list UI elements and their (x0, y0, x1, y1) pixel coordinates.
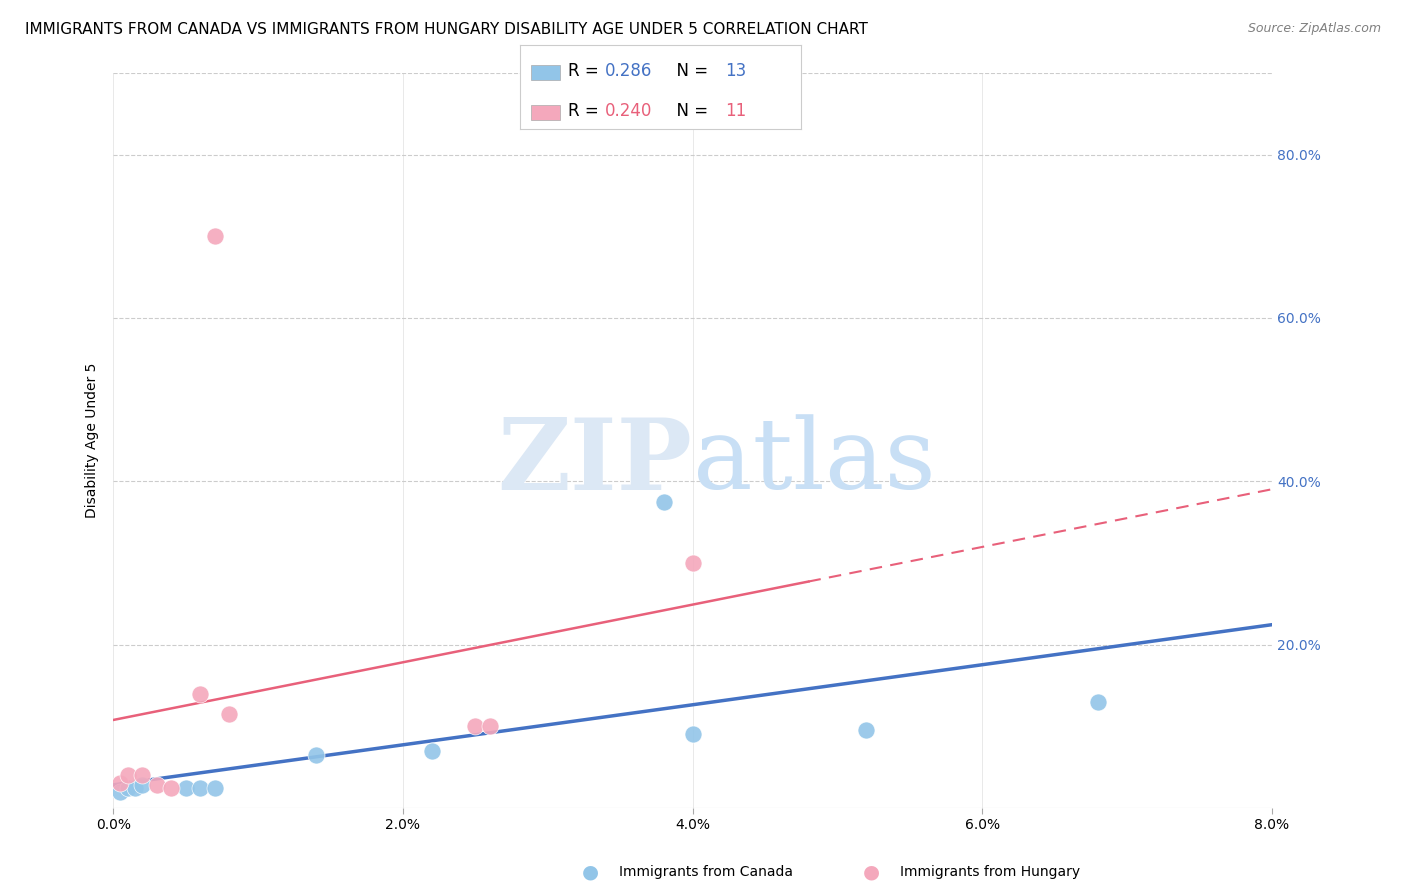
Point (682, 556, 704, 570)
Text: R =: R = (568, 62, 605, 80)
Text: 11: 11 (725, 102, 747, 120)
Point (145, 778, 167, 792)
Point (1087, 695, 1109, 709)
Text: atlas: atlas (693, 415, 935, 510)
Text: N =: N = (666, 62, 714, 80)
Point (420, 744, 443, 758)
FancyBboxPatch shape (531, 65, 560, 79)
Point (188, 780, 211, 795)
Point (160, 780, 183, 795)
Text: ZIP: ZIP (498, 414, 693, 511)
Point (305, 747, 328, 762)
Point (174, 780, 197, 795)
Text: N =: N = (666, 102, 714, 120)
Text: Source: ZipAtlas.com: Source: ZipAtlas.com (1247, 22, 1381, 36)
Point (218, 707, 240, 722)
Text: ●: ● (863, 863, 880, 882)
Text: Immigrants from Canada: Immigrants from Canada (619, 865, 793, 880)
Point (478, 719, 501, 733)
Point (188, 687, 211, 701)
Point (110, 776, 132, 790)
Point (117, 780, 139, 795)
Y-axis label: Disability Age Under 5: Disability Age Under 5 (86, 363, 100, 518)
Text: 0.286: 0.286 (605, 62, 652, 80)
Point (117, 768, 139, 782)
Text: 0.240: 0.240 (605, 102, 652, 120)
Text: R =: R = (568, 102, 605, 120)
Point (110, 784, 132, 798)
Point (855, 723, 877, 738)
Point (682, 727, 704, 741)
Point (652, 494, 675, 508)
Text: ●: ● (582, 863, 599, 882)
Text: IMMIGRANTS FROM CANADA VS IMMIGRANTS FROM HUNGARY DISABILITY AGE UNDER 5 CORRELA: IMMIGRANTS FROM CANADA VS IMMIGRANTS FRO… (25, 22, 868, 37)
Point (131, 768, 153, 782)
FancyBboxPatch shape (531, 105, 560, 120)
Point (204, 780, 226, 795)
Point (204, 229, 226, 244)
Point (464, 719, 486, 733)
Point (124, 780, 146, 795)
Text: Immigrants from Hungary: Immigrants from Hungary (900, 865, 1080, 880)
Point (131, 778, 153, 792)
Text: 13: 13 (725, 62, 747, 80)
